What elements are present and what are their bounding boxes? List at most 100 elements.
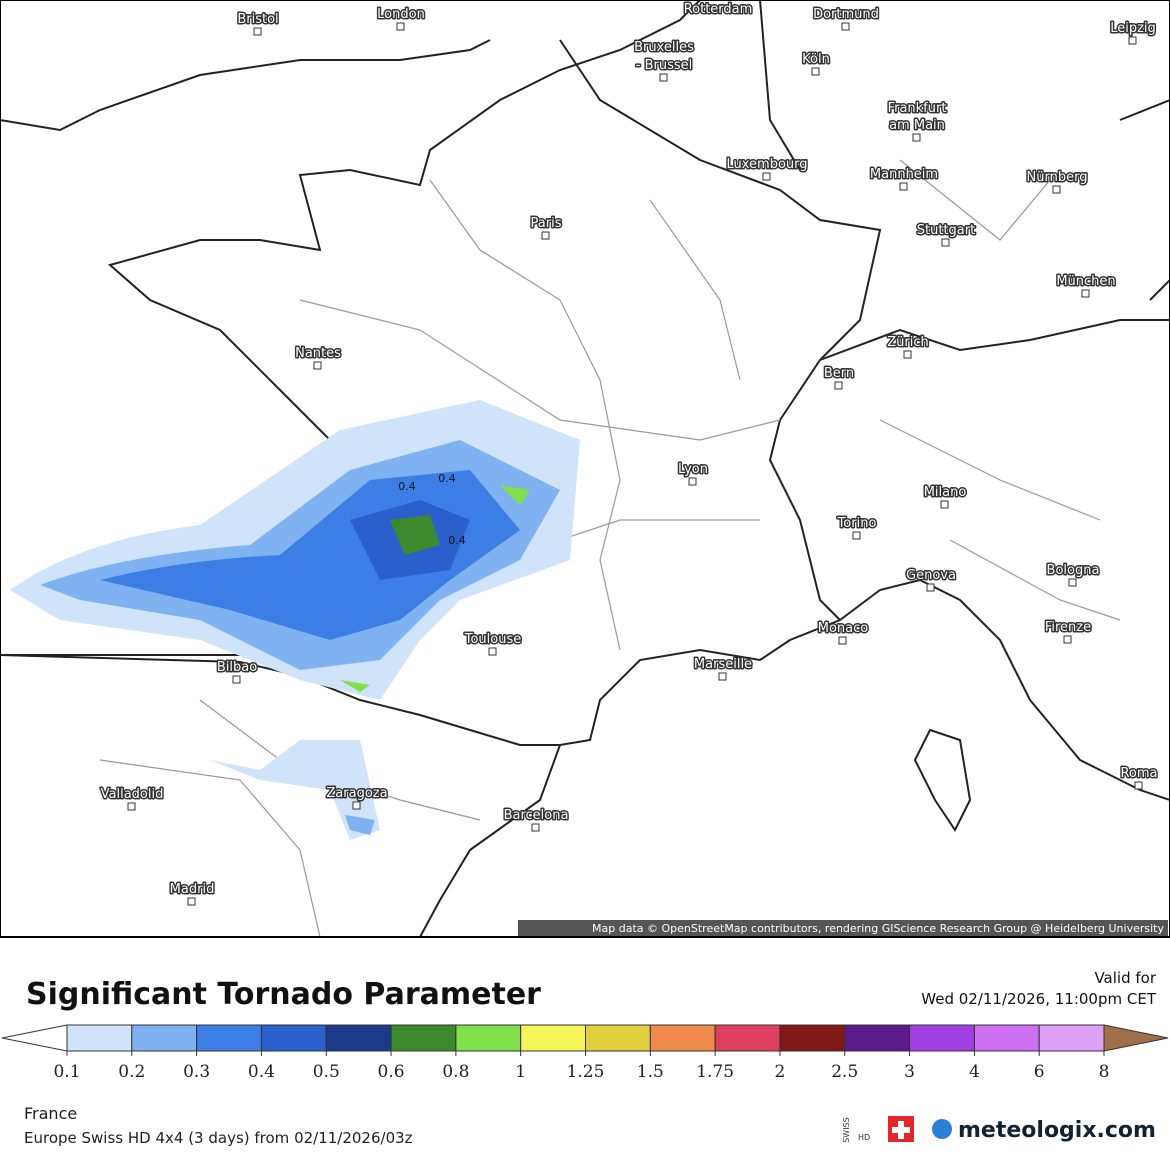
valid-label: Valid for [1094,969,1156,987]
tick-label: 0.8 [442,1062,469,1082]
city-marker [852,531,861,540]
city-marker [1128,36,1137,45]
tick-label: 2 [775,1062,786,1082]
color-box [779,1024,846,1052]
city-marker [187,897,196,906]
color-box [649,1024,716,1052]
city-label: - Brussel [636,58,692,73]
tick-label: 2.5 [831,1062,858,1082]
city-marker [541,231,550,240]
city-label: Frankfurt [888,101,947,116]
attribution: Map data © OpenStreetMap contributors, r… [592,922,1164,935]
tick-label: 0.6 [378,1062,405,1082]
attribution-bg [518,920,1168,936]
city-label: Mannheim [870,167,938,182]
color-box [714,1024,781,1052]
city-label: Marseille [694,657,752,672]
over-arrow [1103,1024,1169,1052]
tick-label: 1.5 [637,1062,664,1082]
city-marker [838,636,847,645]
swiss-cross [892,1121,910,1139]
city-marker [531,823,540,832]
city-marker [811,67,820,76]
city-marker [1134,781,1143,790]
tick-label: 0.3 [183,1062,210,1082]
city-label: Firenze [1045,620,1091,635]
city-marker [253,27,262,36]
logo: meteologix.com [958,1118,1156,1143]
city-label: Rotterdam [684,2,753,17]
city-label: Milano [924,485,967,500]
city-label: Zürich [887,335,929,350]
city-label: Zaragoza [326,786,387,801]
city-marker [1063,635,1072,644]
city-label: London [377,7,425,22]
city-marker [903,350,912,359]
color-box [844,1024,911,1052]
color-box [455,1024,522,1052]
city-label: Nantes [295,346,341,361]
colorbar: 0.1 0.2 0.3 0.4 0.5 0.6 0.8 1 1.25 1.5 1.75 2 2.5 3 4 6… [1,1024,1169,1082]
city-label: Valladolid [101,787,164,802]
color-box [390,1024,457,1052]
city-label: Madrid [170,882,215,897]
tick-label: 6 [1034,1062,1045,1082]
city-label: Bruxelles [634,40,694,55]
tick-label: 4 [969,1062,980,1082]
contour-label: 0.4 [438,472,456,485]
tick-label: 0.4 [248,1062,275,1082]
logo-icon [932,1119,952,1139]
model: Europe Swiss HD 4x4 (3 days) from 02/11/… [24,1129,413,1147]
legend-title: Significant Tornado Parameter [26,977,541,1012]
city-label: Roma [1120,766,1157,781]
city-marker [1052,185,1061,194]
city-label: Torino [837,516,877,531]
city-marker [834,381,843,390]
tick-label: 0.5 [313,1062,340,1082]
city-marker [926,583,935,592]
tick-label: 1 [515,1062,526,1082]
tick-label: 1.25 [567,1062,605,1082]
city-marker [688,477,697,486]
valid-time: Wed 02/11/2026, 11:00pm CET [921,990,1157,1008]
color-box [131,1024,198,1052]
city-marker [313,361,322,370]
city-marker [841,22,850,31]
city-label: Bologna [1047,563,1100,578]
color-box [520,1024,586,1052]
city-label: Stuttgart [917,223,975,238]
tick-label: 1.75 [696,1062,734,1082]
color-box [585,1024,651,1052]
city-marker [127,802,136,811]
city-label: Paris [531,216,562,231]
color-box [196,1024,262,1052]
city-label: Luxembourg [726,157,807,172]
region: France [24,1104,77,1123]
color-box [973,1024,1040,1052]
city-label: Köln [802,52,830,67]
city-marker [659,73,668,82]
tick-label: 8 [1099,1062,1110,1082]
badge-hd: HD [858,1133,870,1142]
badge-swiss: SWISS [842,1117,851,1143]
city-label: Bern [824,366,854,381]
city-label: am Main [889,118,945,133]
color-box [325,1024,392,1052]
city-marker [941,238,950,247]
city-labels: Bristol London Rotterdam Dortmund Leipzig Bru… [99,1,1159,906]
city-label: Monaco [818,621,869,636]
city-label: Genova [906,568,956,583]
city-marker [718,672,727,681]
under-arrow [1,1024,68,1052]
city-label: Dortmund [813,7,879,22]
map-frame [0,0,1170,938]
tick-label: 3 [904,1062,915,1082]
city-marker [1081,289,1090,298]
color-box [909,1024,975,1052]
city-label: Bilbao [217,660,257,675]
precip-field [10,400,580,840]
city-marker [899,182,908,191]
contour-label: 0.4 [448,534,466,547]
